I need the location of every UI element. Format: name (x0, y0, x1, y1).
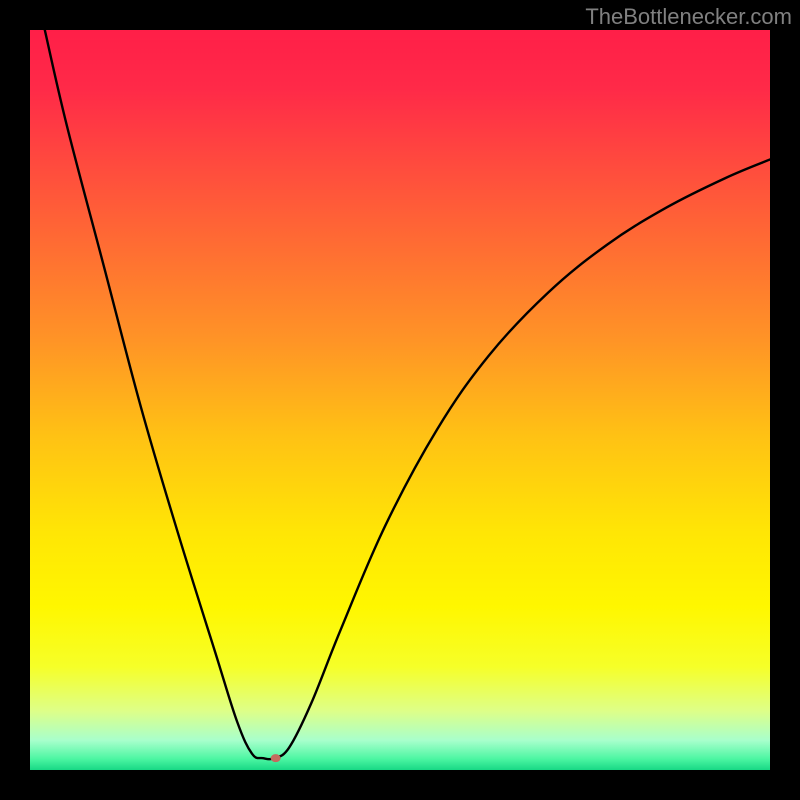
gradient-background (30, 30, 770, 770)
chart-frame: TheBottlenecker.com (0, 0, 800, 800)
chart-svg (30, 30, 770, 770)
plot-area (30, 30, 770, 770)
optimum-marker (271, 754, 281, 762)
watermark-label: TheBottlenecker.com (585, 4, 792, 30)
